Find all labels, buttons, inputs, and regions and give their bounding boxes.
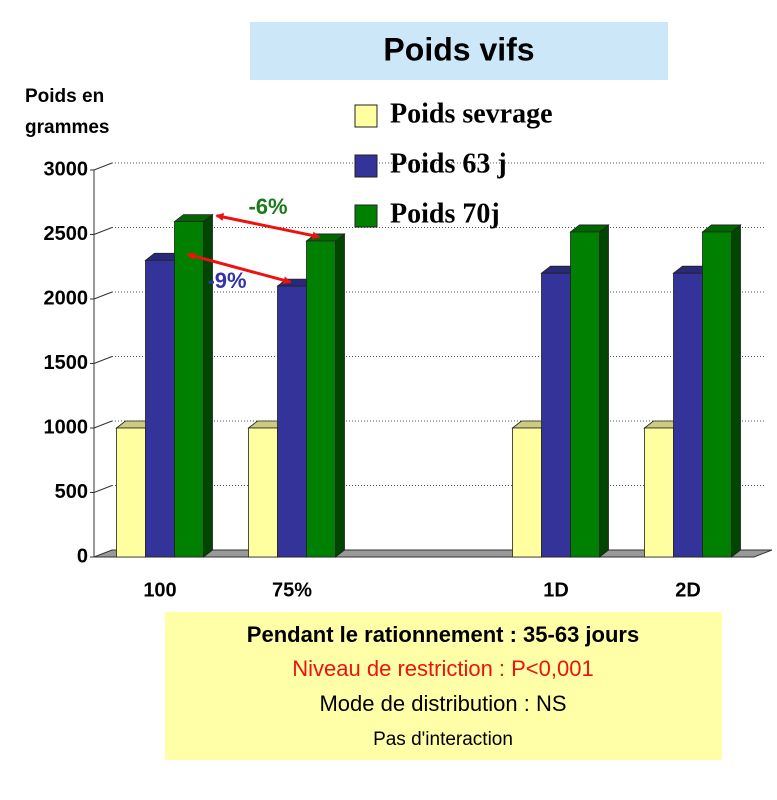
grid-line (93, 291, 113, 300)
annotation: -9% (207, 268, 246, 293)
legend-label: Poids 70j (390, 198, 500, 229)
legend-swatch (354, 154, 378, 178)
chart-title: Poids vifs (383, 31, 534, 67)
annotation: -6% (248, 194, 287, 219)
grid-line (93, 162, 113, 171)
x-tick-label: 75% (272, 579, 312, 601)
bar-side (203, 213, 213, 558)
y-axis-label: grammes (25, 117, 110, 138)
legend-label: Poids 63 j (390, 148, 507, 179)
footer-line: Niveau de restriction : P<0,001 (292, 656, 593, 681)
bar (116, 427, 146, 558)
x-tick-label: 1D (543, 579, 569, 601)
bar-side (599, 224, 609, 558)
bar (644, 427, 674, 558)
bar (248, 427, 278, 558)
footer-line: Mode de distribution : NS (319, 691, 566, 716)
y-axis-label: Poids en (25, 86, 104, 107)
grid-line (93, 485, 113, 493)
x-tick-label: 100 (143, 579, 176, 601)
bar (541, 272, 571, 558)
y-tick-label: 2000 (44, 287, 89, 309)
bar (570, 231, 600, 558)
y-tick-label: 1000 (44, 416, 89, 438)
y-tick-label: 1500 (44, 352, 89, 374)
legend-swatch (354, 204, 378, 228)
footer-box (165, 612, 722, 760)
legend-swatch (354, 104, 378, 128)
bar-side (335, 233, 345, 558)
grid-line (93, 420, 113, 429)
y-tick-label: 500 (55, 481, 88, 503)
bar (306, 240, 336, 558)
y-tick-label: 2500 (44, 223, 89, 245)
y-tick-label: 0 (77, 545, 88, 567)
annotation-arrow (215, 213, 321, 240)
bar (277, 285, 307, 558)
bar-side (731, 224, 741, 558)
footer-line: Pendant le rationnement : 35-63 jours (247, 622, 639, 647)
grid-line (93, 227, 113, 235)
legend-label: Poids sevrage (390, 98, 553, 129)
grid-line (93, 356, 113, 364)
bar (673, 272, 703, 558)
bar (702, 231, 732, 558)
bar (145, 259, 175, 558)
annotation-arrow (186, 252, 292, 285)
bar (174, 221, 204, 558)
title-box (250, 22, 668, 80)
y-tick-label: 3000 (44, 158, 89, 180)
footer-line: Pas d'interaction (373, 729, 513, 750)
bar (512, 427, 542, 558)
x-tick-label: 2D (675, 579, 701, 601)
